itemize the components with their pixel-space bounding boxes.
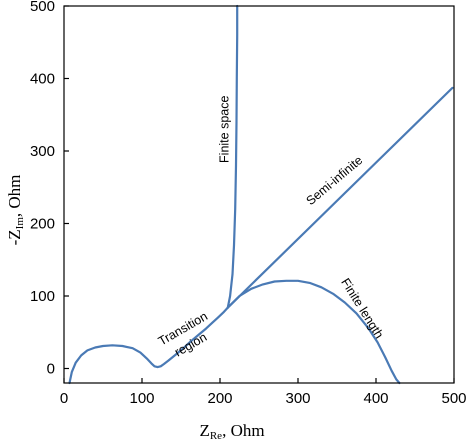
x-axis-title: ZRe, Ohm [199,421,264,442]
x-tick-label: 100 [129,390,154,407]
y-tick-label: 100 [30,288,55,305]
y-axis-title-unit: , Ohm [5,175,24,218]
series-finite-length-line [226,279,401,385]
y-axis-title: -ZIm, Ohm [5,175,26,246]
series-semi-infinite-line [226,86,454,309]
x-axis-title-unit: , Ohm [222,421,265,440]
annotation-label: Semi-infinite [304,153,366,208]
y-tick-label: 400 [30,71,55,88]
y-axis-title-prefix: -Z [5,229,24,245]
x-tick-label: 300 [285,390,310,407]
curves-layer [68,4,454,385]
x-tick-label: 0 [60,390,68,407]
plot-frame [63,5,455,384]
y-tick-label: 0 [47,361,55,378]
y-tick-label: 500 [30,0,55,15]
series-finite-space-line [226,4,239,309]
annotation-label: Finite space [218,96,232,163]
annotation-label: Finite length [338,276,386,341]
ticks-layer: 0 100 200 300 400 500 0 100 200 300 400 500 [30,0,467,407]
y-tick-label: 200 [30,216,55,233]
annotations-layer: Finite spaceSemi-infiniteTransitionregio… [156,96,386,360]
x-axis-title-main: Z [199,421,209,440]
y-tick-label: 300 [30,143,55,160]
x-tick-label: 500 [441,390,466,407]
x-tick-label: 200 [207,390,232,407]
x-axis-title-sub: Re [210,430,222,442]
y-axis-title-sub: Im [14,217,26,230]
series-common-line [68,306,229,385]
x-tick-label: 400 [363,390,388,407]
